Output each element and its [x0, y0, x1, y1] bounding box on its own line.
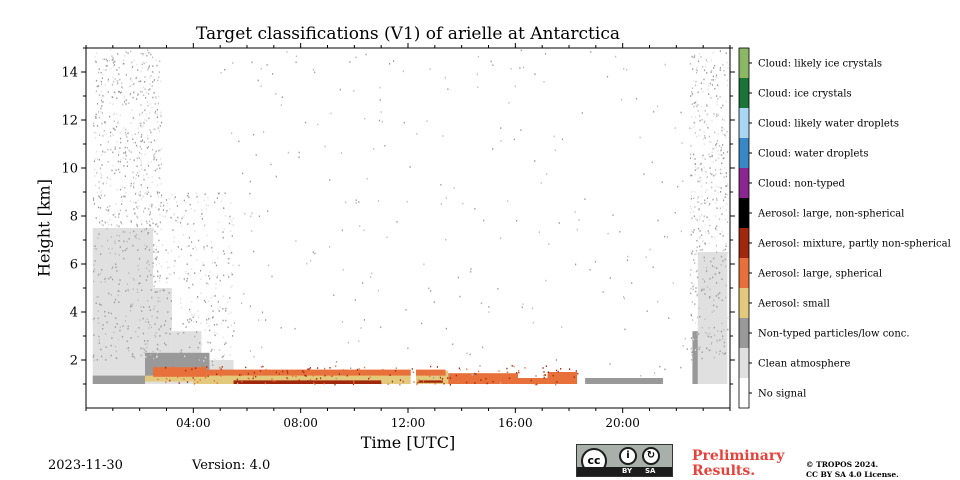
colorbar-swatch-11 [739, 48, 749, 78]
colorbar-label-10: Cloud: ice crystals [758, 89, 852, 100]
region-8 [692, 331, 698, 384]
colorbar-swatch-5 [739, 228, 749, 258]
colorbar-swatch-6 [739, 198, 749, 228]
colorbar-label-2: Non-typed particles/low conc. [758, 329, 910, 340]
x-tick-label-2: 12:00 [391, 416, 426, 430]
classification-plot: 04:00 08:00 12:00 16:00 20:00 2 4 6 8 10 12 14 No … [61, 43, 951, 430]
colorbar-label-7: Cloud: non-typed [758, 179, 846, 190]
region-9 [145, 375, 194, 382]
x-tick-label-0: 04:00 [176, 416, 211, 430]
colorbar-label-0: No signal [758, 389, 806, 400]
colorbar-swatch-3 [739, 288, 749, 318]
region-12 [153, 367, 207, 377]
x-tick-label-4: 20:00 [605, 416, 640, 430]
colorbar-swatch-1 [739, 348, 749, 378]
colorbar-label-1: Clean atmosphere [758, 359, 851, 370]
measurement-date: 2023-11-30 [48, 458, 123, 473]
region-16 [518, 378, 548, 384]
colorbar-label-5: Aerosol: mixture, partly non-spherical [757, 239, 951, 250]
cc-license-badge: cc i ↻ BY SA [576, 444, 673, 477]
y-tick-label-4: 10 [61, 162, 78, 177]
y-tick-label-6: 14 [61, 66, 78, 81]
preliminary-line-1: Preliminary [692, 448, 785, 464]
x-axis-label: Time [UTC] [360, 433, 456, 452]
person-icon: i [619, 447, 637, 465]
colorbar-label-11: Cloud: likely ice crystals [758, 59, 882, 70]
colorbar-label-6: Aerosol: large, non-spherical [757, 209, 904, 220]
colorbar-swatch-4 [739, 258, 749, 288]
region-4 [697, 252, 728, 384]
y-tick-label-3: 8 [70, 210, 78, 225]
region-17 [547, 372, 578, 384]
chart-title: Target classifications (V1) of arielle a… [196, 24, 620, 44]
y-tick-label-1: 4 [70, 306, 78, 321]
license-notice: © TROPOS 2024. CC BY SA 4.0 License. [806, 460, 899, 480]
region-18 [233, 380, 382, 384]
cc-by-text: BY [622, 467, 633, 475]
region-14 [416, 369, 446, 376]
colorbar-label-9: Cloud: likely water droplets [758, 119, 899, 130]
region-5 [92, 375, 146, 384]
y-tick-label-2: 6 [70, 258, 78, 273]
colorbar-swatch-0 [739, 378, 749, 408]
y-axis: 2 4 6 8 10 12 14 [61, 47, 735, 385]
colorbar: No signal Clean atmosphere Non-typed parti… [738, 47, 951, 409]
colorbar-label-3: Aerosol: small [757, 299, 830, 310]
x-tick-label-1: 08:00 [283, 416, 318, 430]
region-19 [418, 380, 443, 383]
region-7 [585, 378, 663, 384]
license-line-2: CC BY SA 4.0 License. [806, 470, 899, 479]
y-tick-label-5: 12 [61, 114, 78, 129]
preliminary-line-2: Results. [692, 463, 756, 479]
colorbar-swatch-10 [739, 78, 749, 108]
region-0 [92, 228, 154, 384]
colorbar-swatch-8 [739, 138, 749, 168]
colorbar-label-8: Cloud: water droplets [758, 149, 869, 160]
cc-sa-text: SA [645, 467, 656, 475]
share-alike-icon: ↻ [642, 447, 660, 465]
colorbar-label-4: Aerosol: large, spherical [757, 269, 882, 280]
colorbar-swatch-2 [739, 318, 749, 348]
preliminary-notice: Preliminary Results. [692, 449, 784, 479]
plot-noise-speckle [92, 49, 729, 386]
x-tick-label-3: 16:00 [498, 416, 533, 430]
processing-version: Version: 4.0 [192, 458, 271, 473]
y-tick-label-0: 2 [70, 354, 78, 369]
colorbar-swatch-7 [739, 168, 749, 198]
license-line-1: © TROPOS 2024. [806, 460, 879, 469]
colorbar-swatch-9 [739, 108, 749, 138]
region-13 [206, 369, 411, 376]
x-axis: 04:00 08:00 12:00 16:00 20:00 [85, 43, 731, 430]
plot-area [92, 228, 728, 384]
region-15 [448, 373, 519, 384]
